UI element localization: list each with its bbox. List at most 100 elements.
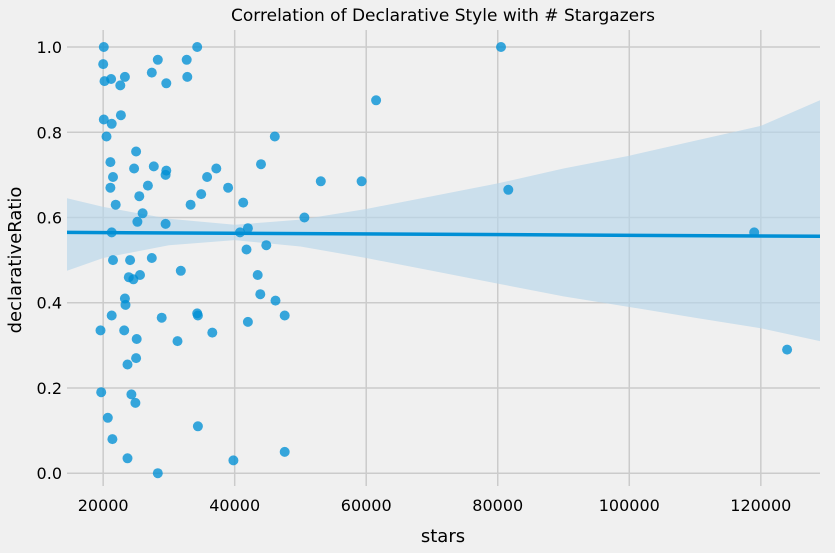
data-point xyxy=(223,182,234,193)
data-point xyxy=(106,310,117,321)
y-tick-label: 0.0 xyxy=(37,464,62,483)
data-point xyxy=(95,325,106,336)
data-point xyxy=(101,131,112,142)
data-point xyxy=(255,289,266,300)
x-tick-label: 80000 xyxy=(472,496,523,515)
data-point xyxy=(192,42,203,52)
y-axis-label: declarativeRatio xyxy=(5,187,26,334)
data-point xyxy=(192,310,203,321)
data-point xyxy=(270,295,281,306)
data-point xyxy=(196,189,207,200)
data-point xyxy=(110,199,121,210)
x-tick-label: 40000 xyxy=(209,496,260,515)
y-tick-labels: 0.0 0.2 0.4 0.6 0.8 1.0 xyxy=(37,38,62,483)
confidence-band xyxy=(67,100,820,342)
data-point xyxy=(115,110,126,121)
x-tick-label: 60000 xyxy=(341,496,392,515)
data-point xyxy=(130,397,141,408)
data-point xyxy=(175,265,186,276)
data-point xyxy=(299,212,310,223)
data-point xyxy=(105,182,116,193)
data-point xyxy=(119,325,130,336)
data-point xyxy=(269,131,280,142)
data-point xyxy=(131,353,142,364)
data-point xyxy=(202,172,213,182)
data-points xyxy=(95,42,793,479)
data-point xyxy=(371,95,382,106)
data-point xyxy=(120,299,131,310)
data-point xyxy=(96,387,107,398)
data-point xyxy=(172,336,183,347)
data-point xyxy=(160,218,171,229)
data-point xyxy=(181,54,192,65)
data-point xyxy=(148,161,159,172)
data-point xyxy=(152,54,163,65)
data-point xyxy=(146,67,157,78)
data-point xyxy=(238,197,249,208)
data-point xyxy=(503,184,514,195)
regression-line xyxy=(66,230,821,239)
data-point xyxy=(279,310,290,321)
x-tick-label: 120000 xyxy=(730,496,791,515)
data-point xyxy=(252,270,263,280)
y-tick-label: 1.0 xyxy=(37,38,62,57)
data-point xyxy=(108,172,118,182)
data-point xyxy=(152,468,163,479)
data-point xyxy=(102,412,113,423)
y-tick-label: 0.2 xyxy=(37,379,62,398)
data-point xyxy=(235,227,245,238)
data-point xyxy=(98,59,109,70)
data-point xyxy=(128,274,139,285)
data-point xyxy=(132,216,143,227)
regression-line-group xyxy=(66,230,821,239)
data-point xyxy=(142,180,153,191)
y-tick-label: 0.6 xyxy=(37,209,62,228)
data-point xyxy=(279,446,290,457)
data-point xyxy=(356,176,367,187)
data-point xyxy=(105,157,116,168)
data-point xyxy=(146,253,157,263)
confidence-band-group xyxy=(67,100,820,342)
data-point xyxy=(99,76,110,87)
data-point xyxy=(106,227,117,238)
data-point xyxy=(107,434,118,445)
data-point xyxy=(106,118,117,129)
data-point xyxy=(261,240,272,251)
data-point xyxy=(185,199,196,210)
data-point xyxy=(242,223,253,234)
data-point xyxy=(496,42,506,52)
y-tick-label: 0.4 xyxy=(37,294,62,313)
x-tick-label: 20000 xyxy=(78,496,129,515)
data-point xyxy=(131,146,142,157)
data-point xyxy=(207,327,218,338)
y-tick-label: 0.8 xyxy=(37,123,62,142)
data-point xyxy=(98,42,109,52)
x-axis-label: stars xyxy=(421,526,465,547)
data-point xyxy=(160,169,171,180)
data-point xyxy=(749,227,760,238)
data-point xyxy=(129,163,140,174)
chart-title: Correlation of Declarative Style with # … xyxy=(231,6,655,26)
data-point xyxy=(122,453,133,464)
data-point xyxy=(126,389,137,400)
data-point xyxy=(134,191,145,202)
x-tick-labels: 20000 40000 60000 80000 100000 120000 xyxy=(78,496,792,515)
data-point xyxy=(122,359,133,370)
data-point xyxy=(782,344,793,355)
data-point xyxy=(161,78,172,89)
data-point xyxy=(156,312,167,323)
data-point xyxy=(182,71,193,82)
data-point xyxy=(256,159,266,170)
data-point xyxy=(98,114,109,125)
data-point xyxy=(137,208,148,219)
data-point xyxy=(242,316,253,327)
data-point xyxy=(241,244,252,255)
data-point xyxy=(315,176,326,187)
data-point xyxy=(192,421,203,432)
data-point xyxy=(131,334,142,344)
data-point xyxy=(125,255,136,266)
data-point xyxy=(228,455,239,466)
data-point xyxy=(211,163,222,174)
data-point xyxy=(115,80,126,91)
